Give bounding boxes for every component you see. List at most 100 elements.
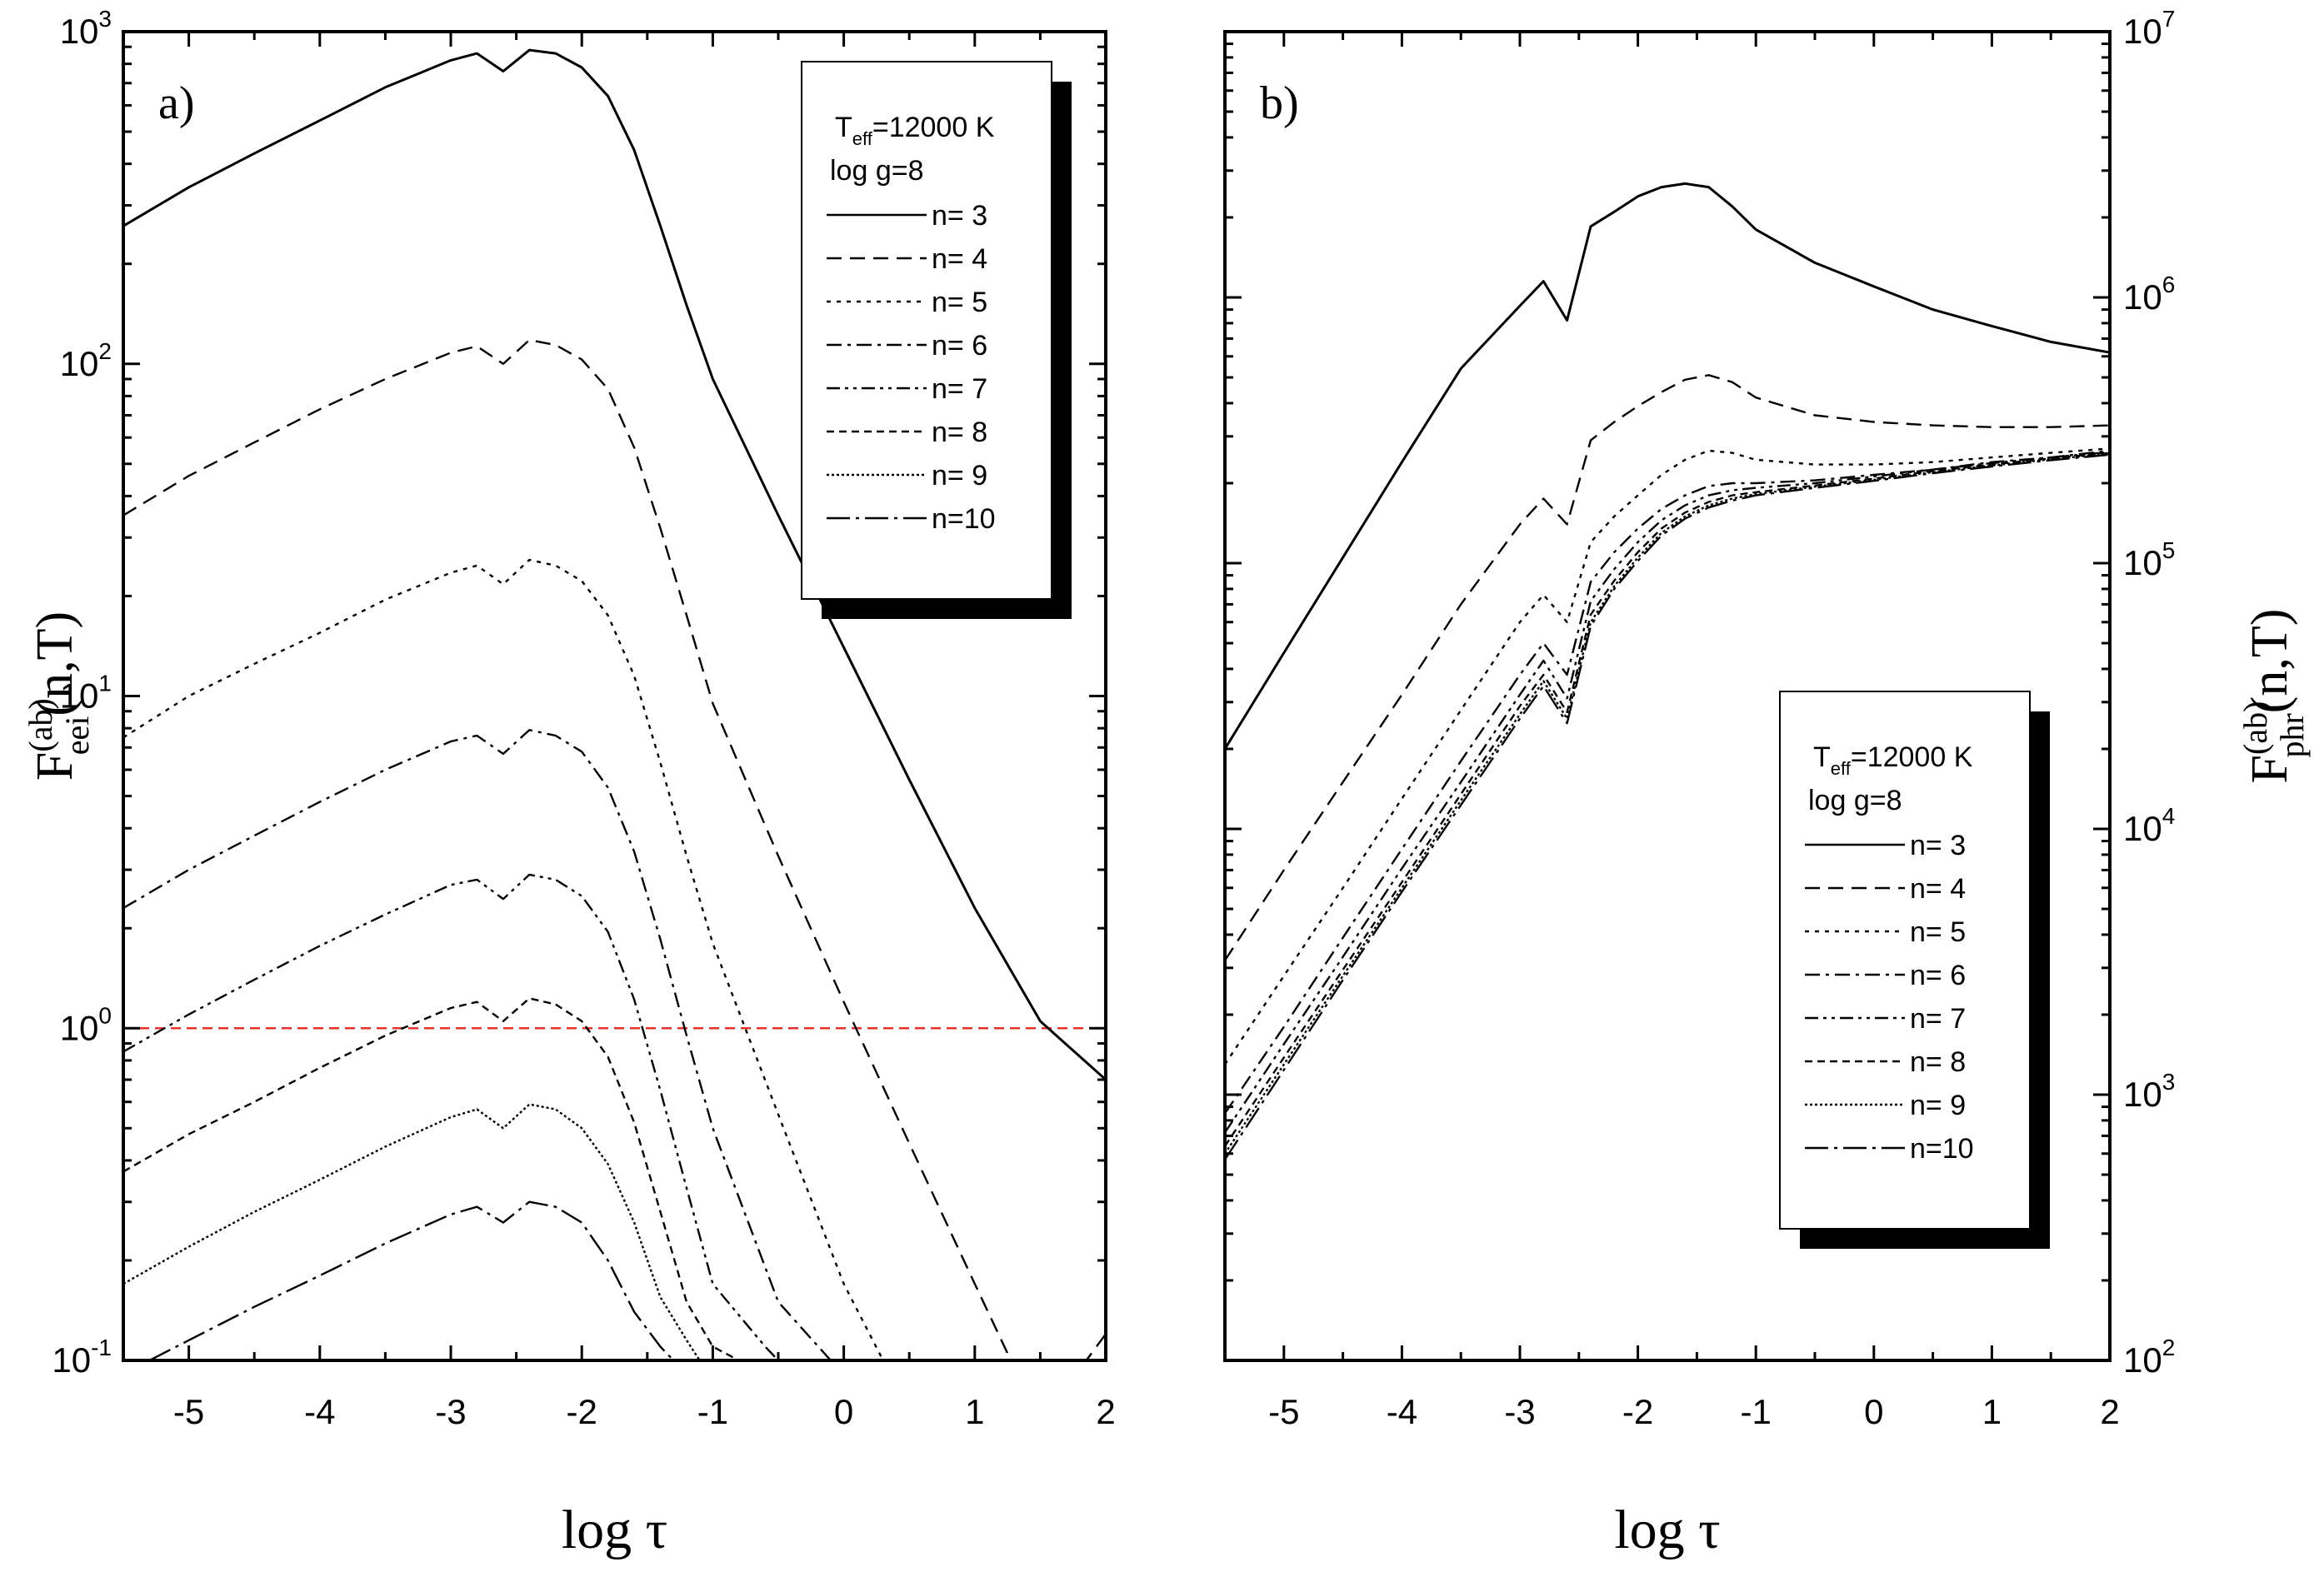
legend-title-part-0: T [1813,741,1831,773]
legend-entry-label: n= 7 [932,373,987,405]
x-tick-label: 1 [965,1392,984,1431]
legend-entry-label: n= 3 [932,200,987,232]
panel-label: b) [1260,77,1299,129]
y-tick-base: 10 [2123,809,2162,848]
y-tick-exponent: 3 [2162,1069,2176,1095]
legend-title-part-0: T [835,112,852,143]
y-tick-label: 101 [60,671,112,716]
series-line-n10 [148,1200,675,1360]
y-tick-label: 106 [2123,272,2175,317]
x-tick-label: 1 [1982,1392,2002,1431]
y-tick-label: 102 [2123,1335,2175,1380]
y-tick-label: 104 [2123,803,2175,848]
x-axis-title: log τ [1614,1500,1720,1560]
x-tick-label: -3 [435,1392,466,1431]
y-tick-label: 107 [2123,6,2175,51]
series-line-n8 [123,997,740,1360]
x-tick-label: 2 [1096,1392,1115,1431]
legend-entry-label: n= 6 [1910,960,1966,991]
y-tick-exponent: 4 [2162,803,2176,829]
y-tick-base: 10 [60,344,99,383]
legend-title: Teff=12000 K [1813,741,1973,779]
series-line-n10 [1225,453,2110,1160]
series-group [123,48,1106,1360]
y-tick-exponent: 6 [2162,272,2176,297]
legend-entry-label: n=10 [1910,1133,1974,1165]
legend-title-part-2: =12000 K [1851,741,1973,773]
y-tick-base: 10 [2123,1340,2162,1380]
legend-entry-label: n= 6 [932,330,987,362]
x-tick-label: 2 [2100,1392,2119,1431]
x-tick-label: -2 [1622,1392,1653,1431]
x-tick-label: 0 [834,1392,853,1431]
y-tick-exponent: 7 [2162,6,2176,32]
x-tick-label: 0 [1864,1392,1883,1431]
x-axis-title: log τ [562,1500,667,1560]
x-tick-label: -1 [1741,1392,1772,1431]
legend-entry-label: n= 8 [932,417,987,448]
legend-title: Teff=12000 K [835,112,995,149]
legend-title-part-1: eff [852,128,873,149]
y-ticks [1225,30,2110,1362]
legend-entry-label: n= 9 [1910,1090,1966,1121]
y-tick-base: 10 [52,1340,91,1380]
y-tick-label: 103 [2123,1069,2175,1114]
y-tick-base: 10 [2123,12,2162,51]
y-axis-title-part-2: phr [2273,713,2311,757]
x-tick-label: -2 [567,1392,597,1431]
y-tick-base: 10 [2123,1075,2162,1114]
legend-entry-label: n= 8 [1910,1046,1966,1078]
y-axis-title-part-1: (ab) [2237,701,2274,755]
series-line-n6 [123,729,832,1360]
series-line-n8 [1225,452,2110,1147]
legend-box [1779,691,2031,1230]
legend-title-part-2: =12000 K [872,112,995,143]
legend-entry-label: n= 3 [1910,830,1966,861]
y-tick-label: 102 [60,338,112,383]
y-tick-label: 10-1 [52,1335,112,1380]
y-axis-title-part-0: F [27,752,83,781]
series-line-n3 [123,48,1106,1081]
x-ticks [122,32,1107,1360]
y-tick-exponent: 3 [98,6,112,32]
y-axis-title-part-1: (ab) [22,698,59,751]
y-axis-title-part-2: eei [58,716,96,756]
x-tick-label: -4 [304,1392,335,1431]
series-line-n6 [1225,449,2110,1115]
legend-entry-label: n= 9 [932,460,987,492]
legend-subtitle: log g=8 [1808,785,1902,816]
y-axis-title: F(ab)eei(n,T) [22,611,96,781]
x-tick-label: -3 [1504,1392,1535,1431]
legend-entry-label: n= 5 [1910,916,1966,948]
panel-label: a) [158,77,195,129]
y-axis-title: F(ab)phr(n,T) [2237,609,2311,784]
series-line-n5 [1225,447,2110,1065]
x-tick-label: -4 [1387,1392,1417,1431]
y-tick-exponent: -1 [91,1335,112,1360]
y-tick-base: 10 [60,1008,99,1047]
series-line-n4 [1225,374,2110,961]
series-group [1225,182,2110,1160]
y-tick-exponent: 2 [98,338,112,364]
series-line-n7 [1225,451,2110,1134]
legend-entry-label: n=10 [932,503,996,535]
y-tick-exponent: 0 [98,1002,112,1028]
y-tick-exponent: 2 [2162,1335,2176,1360]
x-tick-label: -5 [173,1392,204,1431]
legend-box [801,61,1052,600]
y-axis-title-part-3: (n,T) [2242,609,2298,714]
y-axis-title-part-0: F [2242,755,2298,783]
x-ticks [1223,32,2112,1360]
y-tick-base: 10 [60,12,99,51]
legend-entry-label: n= 5 [932,287,987,318]
series-line-n4 [123,338,1106,1360]
legend-subtitle: log g=8 [830,155,924,187]
y-ticks [123,30,1106,1362]
y-tick-label: 103 [60,6,112,51]
y-tick-base: 10 [2123,277,2162,317]
